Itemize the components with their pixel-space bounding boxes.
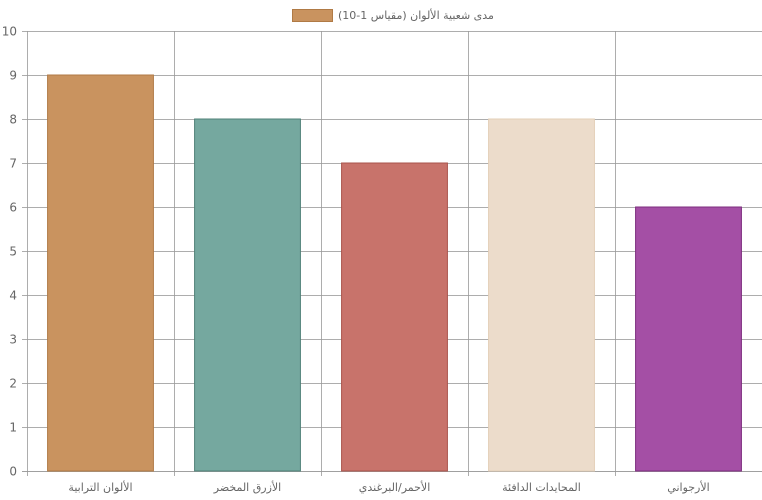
y-tick-label: 8 xyxy=(9,113,17,127)
y-tick-label: 5 xyxy=(9,245,17,259)
y-tick-label: 1 xyxy=(9,421,17,435)
y-tick-label: 6 xyxy=(9,201,17,215)
y-tick-label: 4 xyxy=(9,289,17,303)
bar xyxy=(635,206,742,472)
bar xyxy=(194,118,301,472)
bar xyxy=(488,118,595,472)
x-tick-label: الألوان الترابية xyxy=(68,480,132,494)
legend-swatch xyxy=(292,9,333,22)
bar xyxy=(341,162,448,472)
x-tick-label: الأزرق المخضر xyxy=(213,480,281,494)
y-tick-label: 7 xyxy=(9,157,17,171)
x-tick-label: الأحمر/البرغندي xyxy=(359,480,431,494)
y-tick-label: 0 xyxy=(9,465,17,479)
y-tick-label: 9 xyxy=(9,69,17,83)
legend-label: مدى شعبية الألوان (مقياس 1-10) xyxy=(338,8,494,22)
x-tick-label: الأرجواني xyxy=(667,480,709,494)
y-tick-label: 10 xyxy=(2,25,17,39)
y-tick-label: 3 xyxy=(9,333,17,347)
x-tick-label: المحايدات الدافئة xyxy=(502,481,581,494)
bar xyxy=(47,74,154,472)
y-tick-label: 2 xyxy=(9,377,17,391)
